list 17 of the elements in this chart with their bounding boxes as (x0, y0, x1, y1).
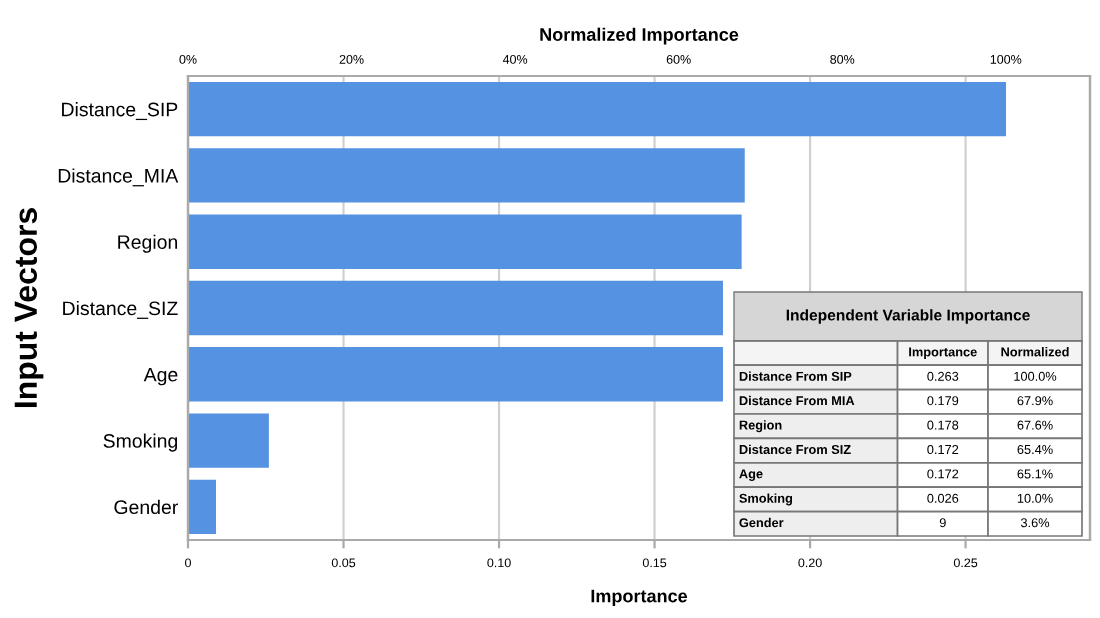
bar (188, 479, 216, 535)
y-tick-label: Region (118, 234, 178, 253)
y-tick-label: Age (143, 367, 178, 386)
y-tick-label: Distance_SIZ (63, 300, 178, 319)
y-tick-label: Distance_MIA (58, 168, 179, 187)
bar (188, 214, 742, 269)
bar (188, 280, 723, 336)
bar (188, 413, 269, 468)
bar (188, 148, 745, 203)
bar (188, 81, 1007, 137)
x2-axis-title: Normalized Importance (540, 27, 739, 45)
y-tick-label: Gender (114, 499, 178, 515)
y-tick-label: Distance_SIP (62, 102, 178, 121)
y-axis-title: Input Vectors (14, 208, 44, 408)
x-axis-title: Importance (591, 589, 688, 606)
bar (188, 347, 723, 402)
y-tick-label: Smoking (103, 433, 178, 452)
